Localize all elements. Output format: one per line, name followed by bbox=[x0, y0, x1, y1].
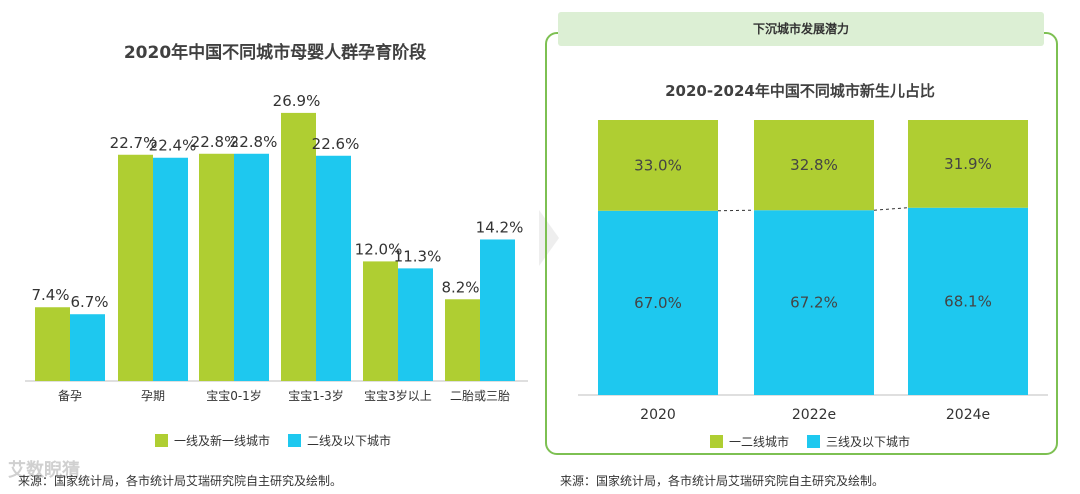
bar-tier3-segment-2 bbox=[908, 207, 1028, 395]
data-label: 31.9% bbox=[944, 155, 992, 173]
legend-label: 三线及以下城市 bbox=[826, 435, 911, 449]
x-tick-label: 2022e bbox=[792, 407, 836, 423]
connector-dashed-line bbox=[717, 209, 755, 212]
bar-tier1-2 bbox=[199, 153, 234, 381]
data-label: 33.0% bbox=[634, 156, 682, 174]
bar-tier12-segment-0 bbox=[598, 120, 718, 211]
bar-tier1-3 bbox=[281, 112, 316, 381]
legend-label: 一二线城市 bbox=[729, 435, 790, 449]
legend-label: 二线及以下城市 bbox=[307, 434, 392, 448]
bar-tier3-segment-1 bbox=[754, 210, 874, 395]
bar-tier2-2 bbox=[234, 153, 269, 381]
data-label: 11.3% bbox=[394, 247, 442, 265]
legend-label: 一线及新一线城市 bbox=[174, 434, 271, 448]
data-label: 22.8% bbox=[191, 133, 239, 151]
x-tick-label: 宝宝1-3岁 bbox=[288, 388, 344, 403]
legend-item-tier12: 一二线城市 bbox=[710, 433, 789, 450]
bar-tier2-1 bbox=[153, 157, 188, 381]
bar-tier2-5 bbox=[480, 239, 515, 381]
data-label: 67.2% bbox=[790, 294, 838, 312]
x-tick-label: 2024e bbox=[946, 407, 990, 423]
bar-tier1-1 bbox=[118, 154, 153, 381]
legend-item-tier2: 二线及以下城市 bbox=[288, 432, 391, 449]
left-chart-legend: 一线及新一线城市 二线及以下城市 bbox=[155, 432, 409, 449]
chevron-right-icon bbox=[539, 210, 559, 266]
data-label: 12.0% bbox=[355, 240, 403, 258]
bar-tier1-4 bbox=[363, 261, 398, 381]
x-tick-label: 二胎或三胎 bbox=[450, 389, 510, 403]
data-label: 22.7% bbox=[110, 134, 158, 152]
legend-item-tier3: 三线及以下城市 bbox=[807, 433, 910, 450]
legend-swatch-blue bbox=[807, 435, 821, 448]
legend-swatch-green bbox=[710, 435, 723, 448]
x-tick-label: 备孕 bbox=[58, 389, 82, 403]
data-label: 67.0% bbox=[634, 294, 682, 312]
data-label: 22.6% bbox=[312, 135, 360, 153]
data-label: 26.9% bbox=[273, 92, 321, 110]
data-label: 7.4% bbox=[31, 286, 69, 304]
left-chart-title: 2020年中国不同城市母婴人群孕育阶段 bbox=[123, 43, 427, 63]
right-panel-tab: 下沉城市发展潜力 bbox=[558, 12, 1044, 46]
right-source-note: 来源：国家统计局，各市统计局艾瑞研究院自主研究及绘制。 bbox=[560, 474, 885, 488]
bar-tier3-segment-0 bbox=[598, 210, 718, 395]
left-source-note: 来源：国家统计局，各市统计局艾瑞研究院自主研究及绘制。 bbox=[18, 474, 343, 488]
data-label: 32.8% bbox=[790, 156, 838, 174]
left-bar-chart: 7.4% 6.7% 备孕 22.7%22.4% 孕期 22.8%22.8% 宝宝0-1岁 26… bbox=[25, 92, 528, 403]
x-tick-label: 孕期 bbox=[141, 389, 165, 403]
data-label: 22.4% bbox=[149, 137, 197, 155]
x-tick-label: 2020 bbox=[640, 407, 676, 423]
legend-swatch-green bbox=[155, 434, 168, 447]
bar-tier2-4 bbox=[398, 268, 433, 381]
bar-tier2-0 bbox=[70, 314, 105, 381]
legend-swatch-blue bbox=[288, 434, 302, 447]
data-label: 14.2% bbox=[476, 218, 524, 236]
bar-tier1-5 bbox=[445, 299, 480, 381]
x-tick-label: 宝宝0-1岁 bbox=[206, 388, 262, 403]
right-chart-title: 2020-2024年中国不同城市新生儿占比 bbox=[665, 82, 935, 100]
right-chart-legend: 一二线城市 三线及以下城市 bbox=[710, 433, 928, 450]
data-label: 22.8% bbox=[230, 133, 278, 151]
watermark-logo: 艾数睨猜 bbox=[8, 460, 80, 481]
legend-item-tier1: 一线及新一线城市 bbox=[155, 432, 270, 449]
x-tick-label: 宝宝3岁以上 bbox=[364, 388, 432, 403]
connector-dashed-line bbox=[873, 207, 909, 211]
bar-tier12-segment-1 bbox=[754, 120, 874, 211]
data-label: 68.1% bbox=[944, 292, 992, 310]
data-label: 6.7% bbox=[70, 293, 108, 311]
bar-tier12-segment-2 bbox=[908, 120, 1028, 208]
bar-tier1-0 bbox=[35, 307, 70, 381]
data-label: 8.2% bbox=[441, 278, 479, 296]
bar-tier2-3 bbox=[316, 155, 351, 381]
